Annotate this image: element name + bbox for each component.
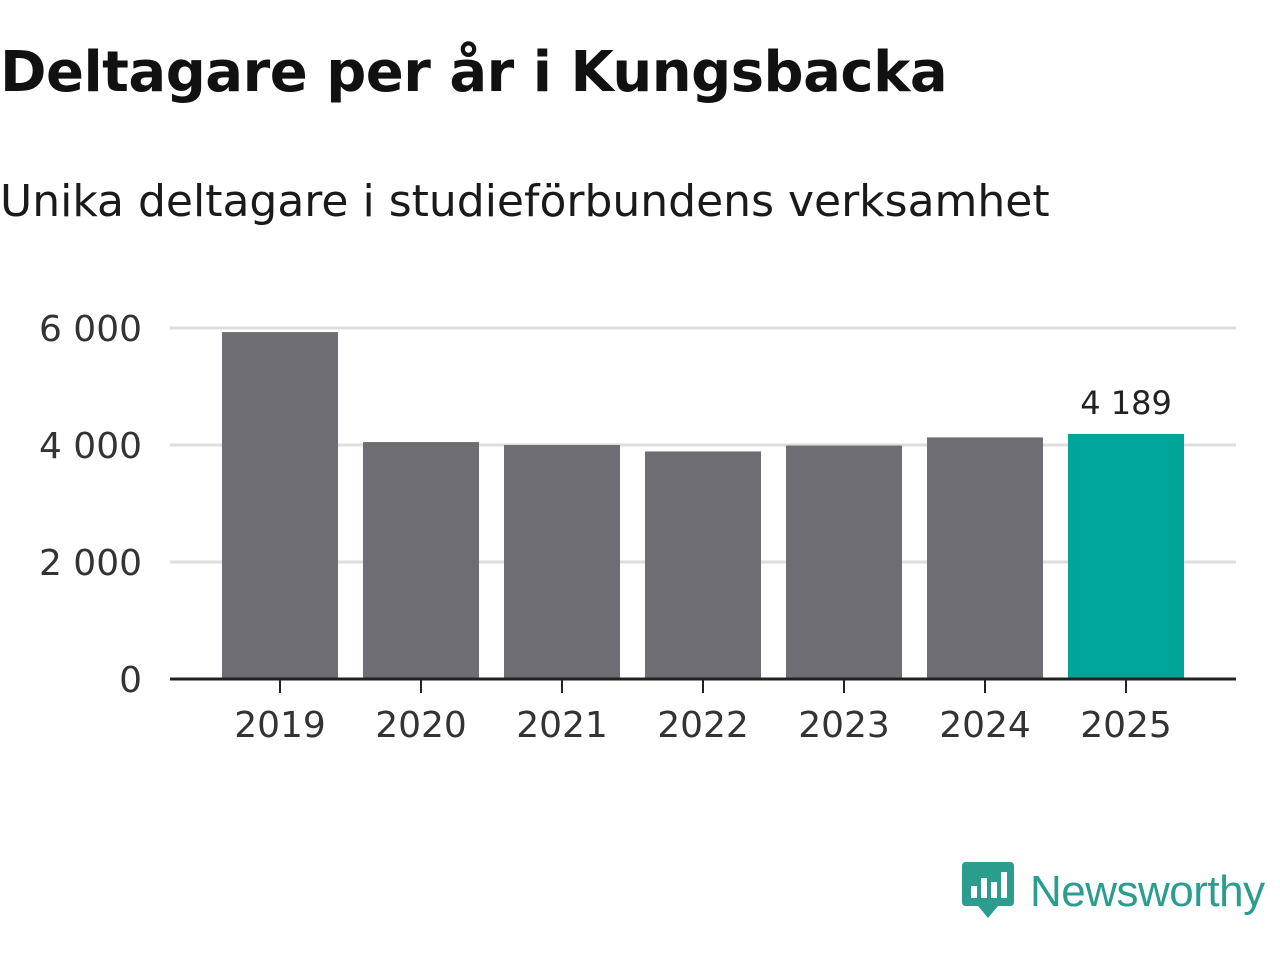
bar: [363, 442, 479, 679]
bar: [786, 445, 902, 679]
bar: [222, 332, 338, 679]
bar: [645, 451, 761, 679]
x-tick-label: 2023: [798, 705, 890, 746]
chart-subtitle: Unika deltagare i studieförbundens verks…: [0, 176, 1050, 227]
bar: [1068, 433, 1184, 679]
x-tick-label: 2025: [1080, 705, 1172, 746]
x-tick-label: 2020: [375, 705, 467, 746]
y-tick-label: 4 000: [39, 426, 142, 467]
data-label: 4 189: [1080, 384, 1172, 422]
newsworthy-logo-icon: [962, 862, 1014, 918]
y-tick-label: 6 000: [39, 309, 142, 350]
x-tick-label: 2024: [939, 705, 1031, 746]
bar-chart: 0 2 000 4 000 6 000 2019 2020 2021 2022 2023 2024…: [39, 309, 1236, 746]
x-tick-label: 2019: [234, 705, 326, 746]
newsworthy-logo-text: Newsworthy: [1030, 867, 1265, 916]
x-tick-label: 2022: [657, 705, 749, 746]
chart-title: Deltagare per år i Kungsbacka: [0, 40, 948, 105]
y-tick-label: 2 000: [39, 543, 142, 584]
newsworthy-logo: Newsworthy: [962, 862, 1265, 922]
x-tick-label: 2021: [516, 705, 608, 746]
y-tick-label: 0: [119, 660, 142, 701]
bar: [927, 437, 1043, 679]
bar: [504, 445, 620, 679]
